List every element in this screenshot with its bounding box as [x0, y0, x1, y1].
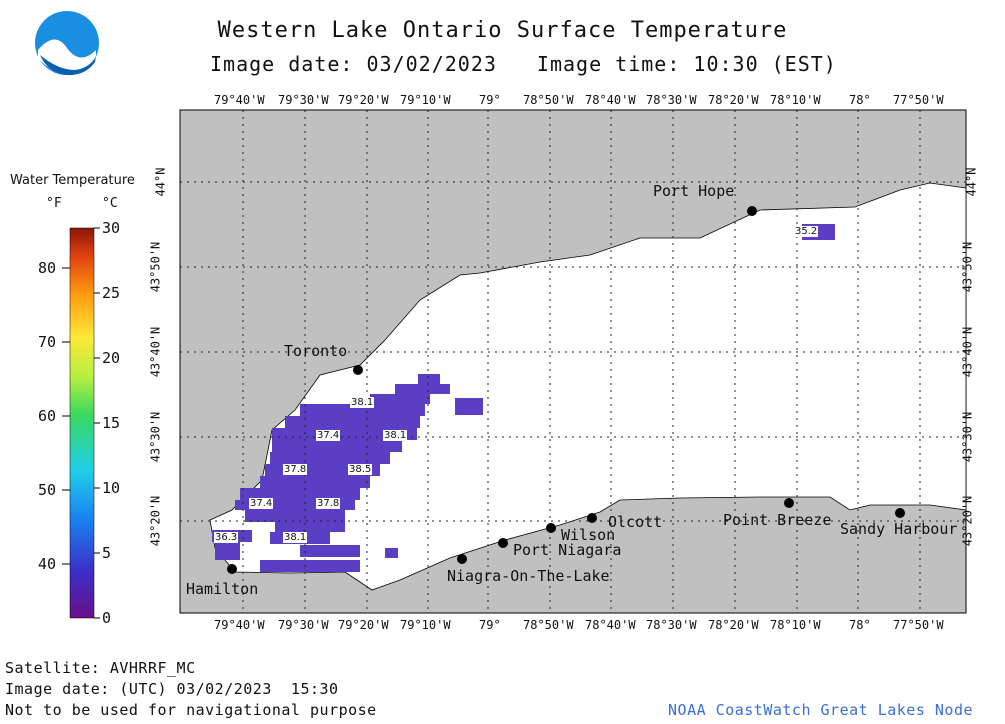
temp-label: 37.4: [249, 498, 274, 509]
legend-c-tick: 30: [102, 219, 121, 237]
lon-label: 78°: [849, 93, 871, 107]
legend-c-tick: 25: [102, 284, 121, 302]
legend-f-tick: 70: [38, 333, 57, 351]
legend-c-tick: 0: [102, 609, 112, 627]
lat-label: 43°20'N: [960, 495, 975, 547]
legend-f-tick: 50: [38, 481, 57, 499]
city-label-olcott: Olcott: [608, 513, 663, 531]
lon-label: 79°: [479, 618, 501, 632]
lat-label: 43°40'N: [960, 326, 975, 378]
lat-label: 43°30'N: [960, 411, 975, 463]
legend-c-tick: 5: [102, 544, 112, 562]
city-label-port-hope: Port Hope: [653, 182, 735, 200]
lat-label: 44°N: [153, 167, 168, 197]
lon-label: 78°30'W: [646, 618, 697, 632]
footer-note: Not to be used for navigational purpose: [5, 701, 377, 719]
temp-label: 36.3: [214, 532, 239, 543]
lat-label: 43°30'N: [148, 411, 163, 463]
city-label-hamilton: Hamilton: [186, 580, 259, 598]
city-label-wilson: Wilson: [561, 526, 616, 544]
lon-label: 78°50'W: [523, 618, 574, 632]
legend-f-tick: 40: [38, 555, 57, 573]
temp-label: 38.1: [283, 532, 308, 543]
lon-label: 78°40'W: [585, 93, 636, 107]
map-title: Western Lake Ontario Surface Temperature: [217, 18, 788, 43]
lat-label: 43°50'N: [148, 241, 163, 293]
lon-label: 79°10'W: [400, 618, 451, 632]
legend-f-tick: 80: [38, 259, 57, 277]
lon-label: 78°30'W: [646, 93, 697, 107]
lon-label: 79°30'W: [278, 93, 329, 107]
temp-label: 38.1: [383, 430, 408, 441]
lon-label: 79°40'W: [214, 93, 265, 107]
city-label-sandy-harbour: Sandy Harbour: [840, 520, 958, 538]
lon-label: 78°40'W: [585, 618, 636, 632]
lat-label: 43°40'N: [148, 326, 163, 378]
image-time: Image time: 10:30 (EST): [536, 52, 837, 76]
footer-date: Image date: (UTC) 03/02/2023 15:30: [5, 680, 339, 698]
footer-credit: NOAA CoastWatch Great Lakes Node: [668, 701, 973, 719]
legend-c-tick: 20: [102, 349, 121, 367]
city-markers: [227, 206, 905, 574]
lon-label: 78°50'W: [523, 93, 574, 107]
image-date: Image date: 03/02/2023: [210, 52, 497, 76]
lon-label: 79°20'W: [338, 93, 389, 107]
city-label-point-breeze: Point Breeze: [723, 511, 832, 529]
temp-label: 35.2: [794, 226, 819, 237]
lon-label: 79°: [479, 93, 501, 107]
legend-f-tick: 60: [38, 407, 57, 425]
lon-label: 79°20'W: [338, 618, 389, 632]
map-grid: [180, 110, 966, 613]
city-label-port-niagara: Port Niagara: [513, 541, 622, 559]
lon-label: 79°10'W: [400, 93, 451, 107]
legend-c-tick: 15: [102, 414, 121, 432]
legend-unit-c: °C: [102, 196, 118, 211]
lon-label: 78°: [849, 618, 871, 632]
footer-satellite: Satellite: AVHRRF_MC: [5, 659, 196, 677]
temp-label: 37.4: [316, 430, 341, 441]
legend-c-tick: 10: [102, 479, 121, 497]
city-label-toronto: Toronto: [284, 342, 348, 360]
lon-label: 78°20'W: [708, 618, 759, 632]
lon-label: 77°50'W: [893, 618, 944, 632]
lake-ontario: [209, 182, 967, 591]
lon-label: 79°30'W: [278, 618, 329, 632]
legend-unit-f: °F: [46, 196, 62, 211]
legend-color-bar: [69, 227, 95, 619]
temp-label: 37.8: [316, 498, 341, 509]
city-label-niagara-on-the-lake: Niagra-On-The-Lake: [447, 567, 610, 585]
temp-label: 37.8: [283, 464, 308, 475]
legend-title: Water Temperature: [10, 173, 135, 188]
lon-label: 78°10'W: [770, 618, 821, 632]
lon-label: 77°50'W: [893, 93, 944, 107]
lon-label: 78°20'W: [708, 93, 759, 107]
lat-label: 44°N: [964, 167, 979, 197]
lon-label: 78°10'W: [770, 93, 821, 107]
legend-tick-marks: [62, 227, 100, 619]
lon-label: 79°40'W: [214, 618, 265, 632]
temp-label: 38.1: [350, 397, 375, 408]
lat-label: 43°50'N: [960, 241, 975, 293]
noaa-logo: [35, 11, 99, 76]
temp-label: 38.5: [348, 464, 373, 475]
map-subtitle: Image date: 03/02/2023 Image time: 10:30 …: [210, 52, 877, 76]
lat-label: 43°20'N: [148, 495, 163, 547]
